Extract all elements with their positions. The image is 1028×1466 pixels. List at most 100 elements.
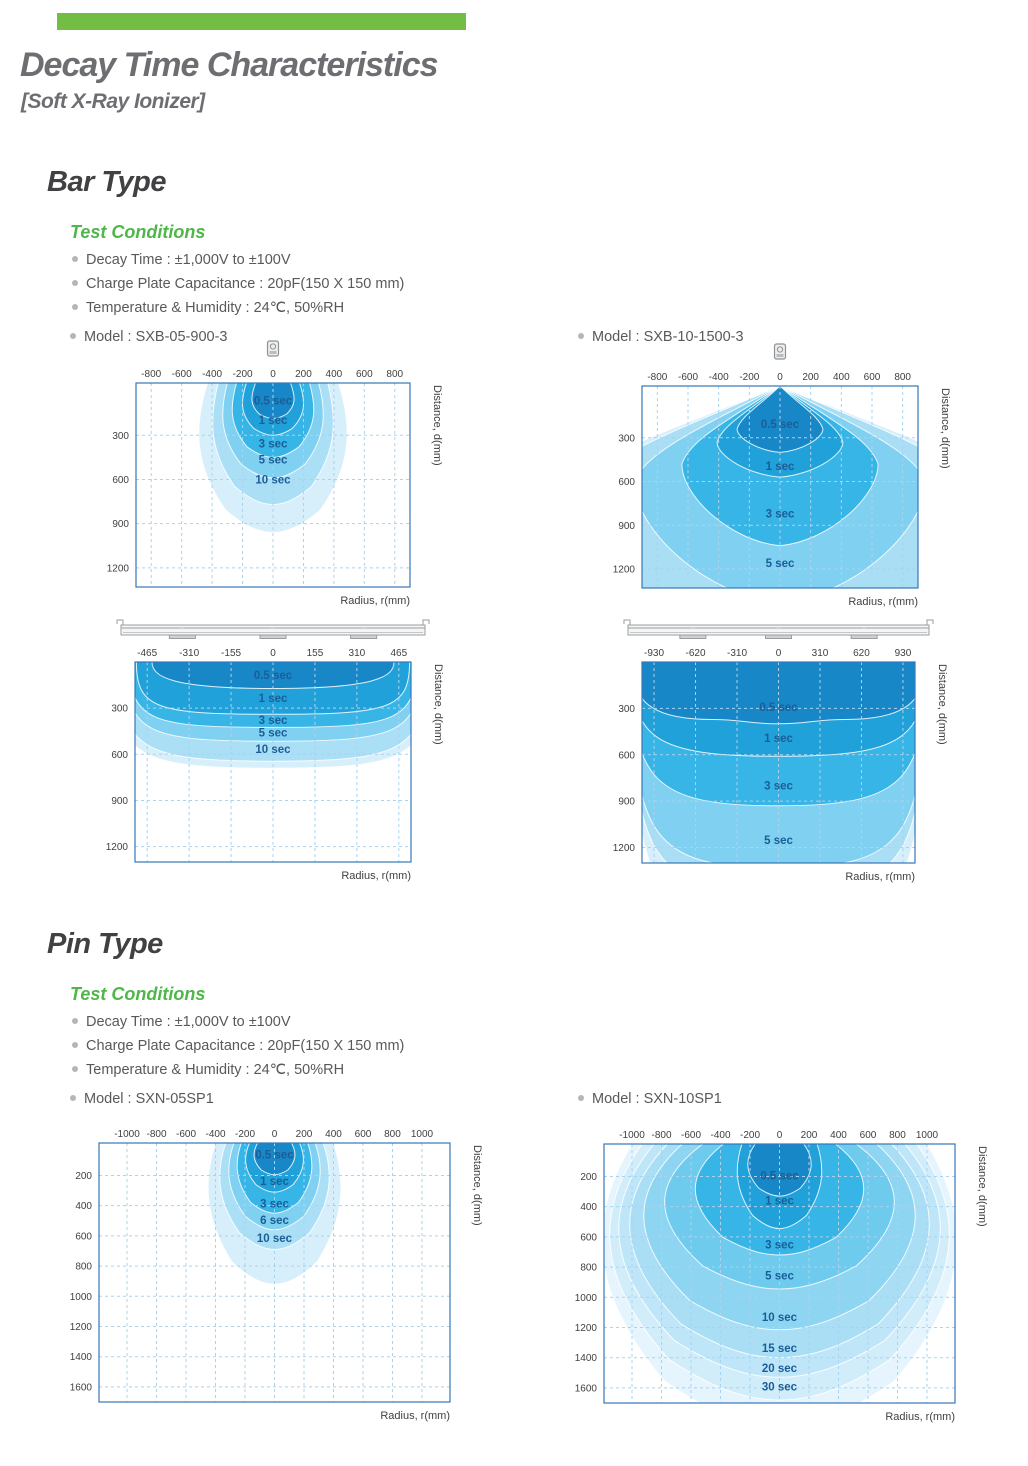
contour-label: 10 sec [762, 1312, 798, 1324]
contour-label: 1 sec [765, 1196, 794, 1208]
y-tick-label: 900 [618, 521, 635, 532]
x-axis-title: Radius, r(mm) [340, 595, 410, 607]
contour-label: 3 sec [765, 1239, 794, 1251]
x-tick-label: 600 [864, 372, 881, 383]
y-tick-label: 1400 [575, 1353, 598, 1364]
x-tick-label: -600 [176, 1129, 196, 1140]
plot-border [98, 1142, 451, 1403]
y-axis-title: Distance, d(mm) [936, 664, 948, 745]
model-text: Model : SXN-05SP1 [84, 1091, 214, 1107]
condition-text: Charge Plate Capacitance : 20pF(150 X 15… [86, 276, 405, 292]
model-text: Model : SXN-10SP1 [592, 1091, 722, 1107]
x-tick-label: -620 [686, 648, 706, 659]
y-tick-label: 900 [112, 519, 129, 530]
contour-label: 3 sec [260, 1198, 289, 1210]
test-conditions-title-pin: Test Conditions [70, 984, 206, 1004]
y-tick-label: 800 [75, 1262, 92, 1273]
x-tick-label: 465 [390, 648, 407, 659]
contour-label: 6 sec [260, 1215, 289, 1227]
x-tick-label: -600 [681, 1130, 701, 1141]
x-tick-label: -400 [206, 1129, 226, 1140]
contour-label: 10 sec [257, 1233, 293, 1245]
x-tick-label: -310 [179, 648, 199, 659]
y-tick-label: 600 [618, 477, 635, 488]
x-tick-label: 800 [894, 372, 911, 383]
contour-label: 1 sec [259, 693, 288, 705]
x-tick-label: -800 [647, 372, 667, 383]
y-tick-label: 600 [112, 475, 129, 486]
x-tick-label: -400 [709, 372, 729, 383]
model-text: Model : SXB-10-1500-3 [592, 329, 744, 345]
ionizer-bar-icon [116, 619, 430, 639]
contour-fill-group [642, 386, 918, 588]
y-tick-label: 800 [580, 1263, 597, 1274]
bullet-dot-icon [70, 1095, 76, 1101]
bullet-dot-icon [72, 280, 78, 286]
contour-label: 3 sec [766, 509, 795, 521]
x-tick-label: 400 [325, 1129, 342, 1140]
list-item: Temperature & Humidity : 24℃, 50%RH [72, 1058, 404, 1082]
y-tick-label: 200 [75, 1171, 92, 1182]
model-label-sxn-05sp1: Model : SXN-05SP1 [70, 1091, 214, 1107]
contour-label: 0.5 sec [761, 419, 800, 431]
x-tick-label: 400 [326, 369, 343, 380]
x-tick-label: 0 [272, 1129, 278, 1140]
decay-chart-sxn-05sp1-4: 0.5 sec 1 sec 3 sec 6 sec 10 sec -1000 -800 -60… [70, 1129, 483, 1422]
plot-border [603, 1143, 956, 1404]
contour-region-0-5-sec [251, 383, 295, 419]
model-label-sxb-10-1500-3: Model : SXB-10-1500-3 [578, 329, 744, 345]
page-title: Decay Time Characteristics [20, 46, 439, 84]
contour-label: 3 sec [764, 781, 793, 793]
contour-label: 15 sec [762, 1343, 798, 1355]
contour-label: 3 sec [259, 438, 288, 450]
plot-border [641, 661, 916, 864]
bullet-dot-icon [72, 1018, 78, 1024]
bullet-dot-icon [578, 333, 584, 339]
bullet-dot-icon [72, 1066, 78, 1072]
contour-label: 1 sec [764, 733, 793, 745]
x-tick-label: 200 [802, 372, 819, 383]
contour-label: 0.5 sec [254, 396, 293, 408]
y-tick-label: 300 [111, 704, 128, 715]
x-tick-label: -400 [711, 1130, 731, 1141]
y-tick-label: 200 [580, 1172, 597, 1183]
x-tick-label: -800 [141, 369, 161, 380]
x-tick-label: 620 [853, 648, 870, 659]
y-axis-title: Distance, d(mm) [976, 1146, 988, 1227]
y-axis-title: Distance, d(mm) [431, 385, 443, 466]
bullet-dot-icon [72, 256, 78, 262]
bullet-dot-icon [72, 1042, 78, 1048]
contour-label: 0.5 sec [760, 1171, 799, 1183]
x-tick-label: 1000 [411, 1129, 434, 1140]
x-tick-label: -400 [202, 369, 222, 380]
y-tick-label: 300 [112, 431, 129, 442]
contour-label: 5 sec [764, 835, 793, 847]
x-tick-label: -465 [137, 648, 157, 659]
x-tick-label: 0 [777, 1130, 783, 1141]
x-tick-label: 600 [356, 369, 373, 380]
x-axis-title: Radius, r(mm) [845, 871, 915, 883]
y-tick-label: 600 [111, 750, 128, 761]
contour-label: 0.5 sec [254, 670, 293, 682]
x-tick-label: -1000 [114, 1129, 140, 1140]
x-tick-label: 155 [307, 648, 324, 659]
x-tick-label: -800 [147, 1129, 167, 1140]
y-tick-label: 300 [618, 704, 635, 715]
x-tick-label: 800 [384, 1129, 401, 1140]
x-tick-label: 310 [349, 648, 366, 659]
contour-label: 1 sec [766, 461, 795, 473]
gridlines [642, 386, 918, 588]
x-tick-label: 600 [860, 1130, 877, 1141]
ionizer-head-icon [266, 340, 280, 357]
test-conditions-list-bar: Decay Time : ±1,000V to ±100V Charge Pla… [72, 248, 404, 320]
x-tick-label: -200 [740, 1130, 760, 1141]
contour-label: 1 sec [260, 1176, 289, 1188]
decay-chart-sxb-10-1500-3-1: 0.5 sec 1 sec 3 sec 5 sec -800 -600 -400 -200 0 2… [613, 343, 951, 608]
y-tick-label: 1200 [70, 1322, 93, 1333]
ionizer-head-icon [773, 343, 787, 360]
contour-label: 10 sec [255, 474, 291, 486]
condition-text: Decay Time : ±1,000V to ±100V [86, 252, 291, 268]
x-tick-label: 200 [296, 1129, 313, 1140]
gridlines [135, 662, 411, 862]
